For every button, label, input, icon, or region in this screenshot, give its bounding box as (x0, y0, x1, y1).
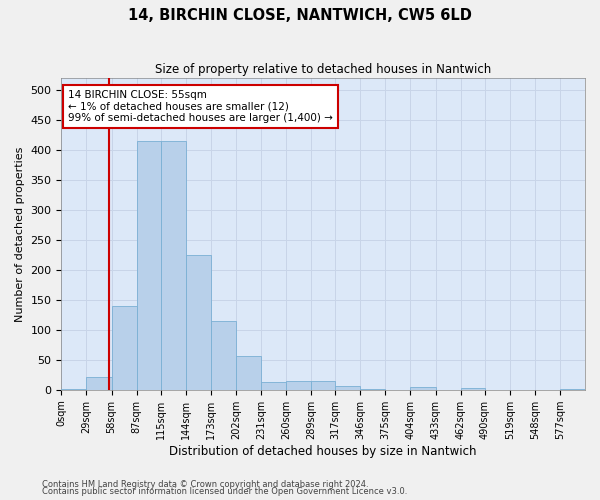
Bar (211, 321, 236, 390)
Bar (186, 255, 211, 390)
Bar (286, 382, 311, 390)
Text: Contains public sector information licensed under the Open Government Licence v3: Contains public sector information licen… (42, 488, 407, 496)
Y-axis label: Number of detached properties: Number of detached properties (15, 146, 25, 322)
Title: Size of property relative to detached houses in Nantwich: Size of property relative to detached ho… (155, 62, 491, 76)
Bar (112, 306, 137, 390)
Bar (236, 356, 261, 390)
Bar (261, 382, 286, 390)
Text: Contains HM Land Registry data © Crown copyright and database right 2024.: Contains HM Land Registry data © Crown c… (42, 480, 368, 489)
Text: 14 BIRCHIN CLOSE: 55sqm
← 1% of detached houses are smaller (12)
99% of semi-det: 14 BIRCHIN CLOSE: 55sqm ← 1% of detached… (68, 90, 333, 123)
Text: 14, BIRCHIN CLOSE, NANTWICH, CW5 6LD: 14, BIRCHIN CLOSE, NANTWICH, CW5 6LD (128, 8, 472, 22)
Bar (137, 141, 161, 390)
Bar (361, 388, 385, 390)
Bar (161, 141, 186, 390)
Bar (311, 382, 335, 390)
Bar (410, 386, 436, 390)
Bar (335, 386, 361, 390)
X-axis label: Distribution of detached houses by size in Nantwich: Distribution of detached houses by size … (169, 444, 477, 458)
Bar (560, 388, 585, 390)
Bar (61, 388, 86, 390)
Bar (461, 388, 485, 390)
Bar (86, 376, 112, 390)
